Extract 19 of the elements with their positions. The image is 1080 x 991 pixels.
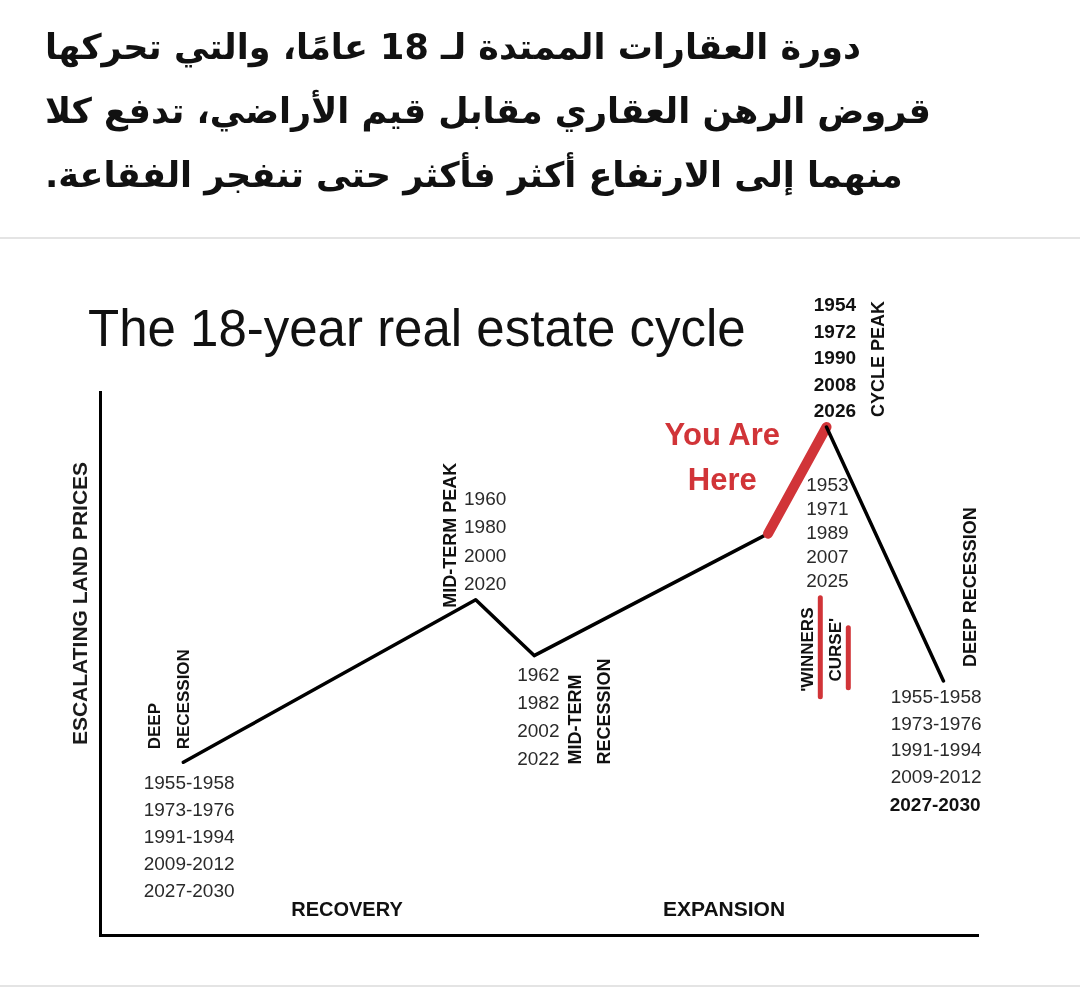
series-label: You Are Here [664, 416, 781, 497]
annotation: 1955-1958 1973-1976 1991-1994 2009-2012 [890, 686, 982, 788]
annotation: 1955-1958 1973-1976 1991-1994 2009-2012 2027-2030 [143, 772, 236, 902]
annotation: MID-TERM RECESSION [565, 658, 615, 765]
chart-subtitle: The 18-year real estate cycle [88, 300, 746, 357]
annotation: RECOVERY [291, 898, 404, 920]
text: CYCLE PEAK [867, 300, 888, 417]
annotation: 1953 1971 1989 2007 2025 [806, 473, 849, 591]
annotation: DEEP RECESSION [144, 649, 193, 750]
chart-title: دورة العقارات الممتدة لـ 18 عامًا، والتي تحركها قروض الرهن العقاري مقابل قيم الأراضي، تدفع كلا منهما إلى الارتفاع أكثر فأكثر حتى تنفجر الفقاعة. [45, 26, 932, 198]
annotation: 'WINNERS CURSE' [798, 607, 846, 692]
y-axis-title: ESCALATING LAND PRICES [67, 461, 91, 746]
text: 1954 1972 1990 2008 2026 [813, 294, 857, 421]
annotation: 2027-2030 [889, 794, 981, 815]
annotation: 1962 1982 2002 2022 [517, 663, 560, 769]
annotation: EXPANSION [662, 897, 786, 920]
annotation: MID-TERM PEAK [440, 462, 461, 608]
annotation: DEEP RECESSION [959, 507, 980, 667]
annotation: 1960 1980 2000 2020 [464, 487, 507, 595]
